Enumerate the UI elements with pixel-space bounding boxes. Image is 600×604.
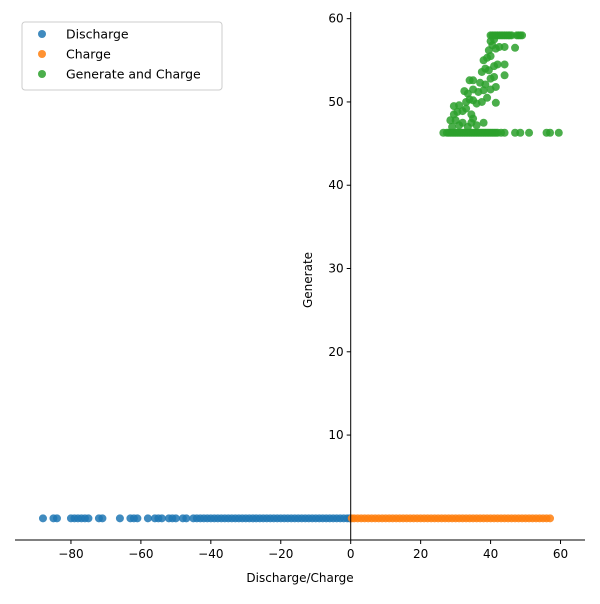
data-point-2-82	[500, 60, 509, 69]
legend-marker	[38, 50, 46, 58]
data-point-0-0	[38, 514, 47, 523]
data-point-0-10	[98, 514, 107, 523]
tick-layer: −80 −60 −40 −20 0 20 40 60 10 20 30 40 50 60	[58, 12, 568, 561]
legend-label: Generate and Charge	[66, 67, 201, 82]
data-point-2-90	[500, 42, 509, 51]
legend-box	[21, 21, 223, 91]
x-tick-label: −80	[58, 547, 83, 561]
data-point-0-21	[171, 514, 180, 523]
data-point-2-55	[455, 101, 464, 110]
data-point-2-42	[446, 116, 455, 125]
data-point-2-38	[554, 128, 563, 137]
y-tick-label: 60	[328, 12, 343, 26]
legend-marker	[38, 70, 46, 78]
axes-layer	[15, 12, 585, 541]
data-point-2-32	[500, 128, 509, 137]
data-point-2-110	[518, 31, 527, 40]
x-tick-label: 40	[483, 547, 498, 561]
data-point-2-73	[481, 80, 490, 89]
y-tick-label: 10	[328, 428, 343, 442]
x-tick-label: −60	[128, 547, 153, 561]
data-point-2-52	[462, 104, 471, 113]
data-point-2-37	[546, 128, 555, 137]
legend: Discharge Charge Generate and Charge	[21, 21, 223, 91]
x-axis-label: Discharge/Charge	[246, 571, 353, 585]
data-point-2-61	[483, 93, 492, 102]
data-point-2-76	[500, 71, 509, 80]
legend-label: Charge	[66, 47, 111, 62]
data-point-0-8	[84, 514, 93, 523]
data-point-2-91	[511, 43, 520, 52]
data-point-0-2	[52, 514, 61, 523]
legend-label: Discharge	[66, 27, 129, 42]
data-point-1-57	[546, 514, 555, 523]
x-tick-label: 0	[347, 547, 355, 561]
x-tick-label: −40	[198, 547, 223, 561]
y-tick-label: 20	[328, 345, 343, 359]
data-point-2-81	[493, 60, 502, 69]
data-point-2-71	[469, 76, 478, 85]
data-point-2-47	[472, 121, 481, 130]
y-tick-label: 50	[328, 95, 343, 109]
x-tick-label: −20	[268, 547, 293, 561]
data-point-2-75	[490, 72, 499, 81]
data-point-2-35	[525, 128, 534, 137]
x-tick-label: 60	[553, 547, 568, 561]
data-point-2-48	[479, 118, 488, 127]
data-point-0-14	[133, 514, 142, 523]
y-axis-label: Generate	[301, 252, 315, 308]
data-point-2-69	[491, 82, 500, 91]
x-tick-label: 20	[413, 547, 428, 561]
y-tick-label: 40	[328, 178, 343, 192]
data-point-0-11	[115, 514, 124, 523]
y-tick-label: 30	[328, 262, 343, 276]
data-points-layer	[38, 31, 563, 523]
data-point-2-62	[491, 98, 500, 107]
data-point-2-39	[448, 122, 457, 131]
legend-marker	[38, 30, 46, 38]
data-point-2-53	[467, 110, 476, 119]
data-point-0-23	[182, 514, 191, 523]
data-point-2-34	[516, 128, 525, 137]
data-point-0-18	[157, 514, 166, 523]
data-point-0-15	[143, 514, 152, 523]
